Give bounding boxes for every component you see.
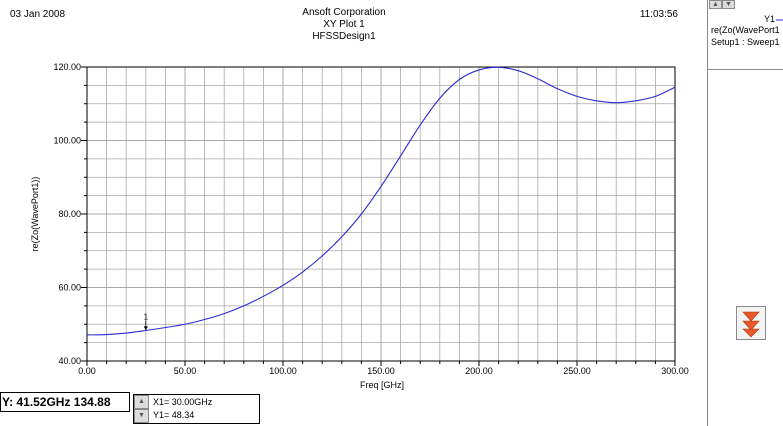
major-gridlines xyxy=(86,66,676,362)
marker-prev-button[interactable]: ▲ xyxy=(134,395,149,409)
marker-next-button[interactable]: ▼ xyxy=(134,409,149,423)
x-tick-label: 250.00 xyxy=(563,366,591,376)
cursor-readout: Y: 41.52GHz 134.88 xyxy=(0,392,130,412)
marker-arrowhead xyxy=(143,326,148,331)
x-tick-label: 150.00 xyxy=(367,366,395,376)
y-tick-label: 80.00 xyxy=(58,209,81,219)
legend-trace-name[interactable]: re(Zo(WavePort1 xyxy=(711,25,780,35)
x-tick-label: 200.00 xyxy=(465,366,493,376)
y-tick-label: 40.00 xyxy=(58,356,81,366)
y-tick-label: 100.00 xyxy=(53,136,81,146)
double-chevron-down-icon xyxy=(742,311,760,338)
y-tick-label: 120.00 xyxy=(53,62,81,72)
y-axis-label: re(Zo(WavePort1)) xyxy=(30,177,40,252)
legend-scroll-up-button[interactable]: ▲ xyxy=(709,0,722,9)
marker-layer: 1 xyxy=(143,312,149,331)
plot-title: XY Plot 1 xyxy=(323,19,365,30)
marker-label: 1 xyxy=(144,312,149,321)
company-name: Ansoft Corporation xyxy=(302,7,386,18)
plot-time: 11:03:56 xyxy=(639,9,678,20)
legend-scroll-down-button[interactable]: ▼ xyxy=(722,0,735,9)
x-tick-label: 300.00 xyxy=(661,366,689,376)
legend-divider xyxy=(708,69,783,70)
marker-y-value: Y1= 48.34 xyxy=(153,410,195,420)
design-name: HFSSDesign1 xyxy=(312,31,376,42)
legend-panel: ▲ ▼ Y1 re(Zo(WavePort1 Setup1 : Sweep1 xyxy=(707,0,783,426)
marker-readout-box: ▲ ▼ X1= 30.00GHz Y1= 48.34 xyxy=(133,394,260,424)
x-tick-labels: 0.00 50.00 100.00 150.00 200.00 250.00 300.00 xyxy=(78,366,689,376)
legend-setup-name: Setup1 : Sweep1 xyxy=(711,37,780,47)
marker-x-value: X1= 30.00GHz xyxy=(153,397,213,407)
x-tick-label: 100.00 xyxy=(269,366,297,376)
series-line[interactable] xyxy=(86,66,676,336)
legend-series-label: Y1 xyxy=(764,14,776,24)
collapse-legend-button[interactable] xyxy=(736,306,766,340)
x-tick-label: 0.00 xyxy=(78,366,96,376)
legend-swatch xyxy=(776,19,783,21)
x-tick-label: 50.00 xyxy=(174,366,197,376)
plot-date: 03 Jan 2008 xyxy=(10,9,66,20)
axis-ticks xyxy=(81,66,676,366)
y-tick-label: 60.00 xyxy=(58,283,81,293)
y-tick-labels: 40.00 60.00 80.00 100.00 120.00 xyxy=(53,62,81,366)
x-axis-label: Freq [GHz] xyxy=(360,380,404,390)
xy-plot[interactable]: 0.00 50.00 100.00 150.00 200.00 250.00 300.00 … xyxy=(0,0,707,392)
